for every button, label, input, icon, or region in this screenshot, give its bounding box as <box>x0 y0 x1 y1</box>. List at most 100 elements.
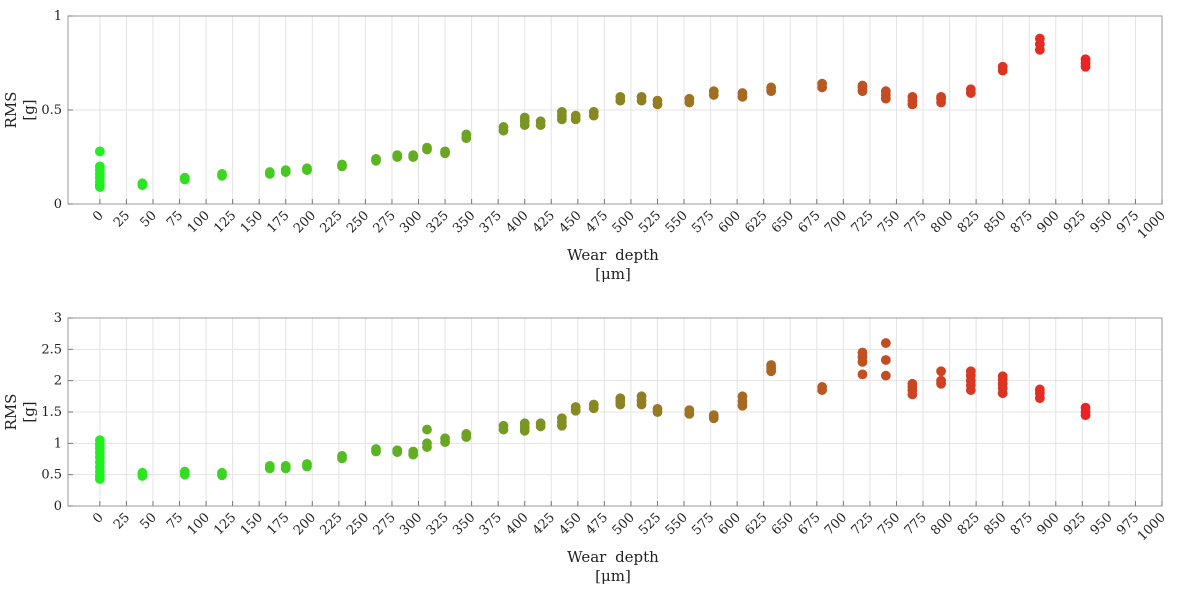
x-tick-label: 525 <box>636 208 664 236</box>
data-point <box>880 86 891 97</box>
x-tick-label: 350 <box>450 208 478 236</box>
y-tick-label: 0 <box>54 197 62 212</box>
y-tick-label: 3 <box>54 311 62 326</box>
data-point <box>588 106 599 117</box>
data-point <box>392 445 403 456</box>
x-tick-label: 625 <box>742 510 770 538</box>
data-point <box>461 129 472 140</box>
x-tick-label: 775 <box>902 510 930 538</box>
data-point <box>302 163 312 174</box>
x-tick-label: 600 <box>716 208 744 236</box>
x-tick-label: 325 <box>424 510 452 538</box>
x-tick-label: 25 <box>111 510 133 532</box>
x-tick-label: 450 <box>556 208 584 236</box>
data-point <box>857 347 868 358</box>
x-tick-label: 250 <box>344 208 372 236</box>
data-point <box>280 165 291 176</box>
x-tick-label: 225 <box>318 208 346 236</box>
x-tick-label: 950 <box>1088 510 1116 538</box>
data-point <box>408 150 419 161</box>
data-point <box>519 418 530 429</box>
x-tick-label: 800 <box>928 208 956 236</box>
data-point <box>652 95 663 106</box>
x-tick-label: 425 <box>530 510 558 538</box>
data-point <box>137 178 148 189</box>
data-point <box>264 167 275 177</box>
x-tick-label: 675 <box>795 510 823 538</box>
x-tick-label: 800 <box>928 510 956 538</box>
data-point <box>570 402 581 412</box>
x-tick-label: 350 <box>450 510 478 538</box>
data-point <box>997 61 1008 72</box>
x-tick-label: 850 <box>981 208 1009 236</box>
data-point <box>737 88 748 98</box>
x-tick-label: 900 <box>1034 510 1062 538</box>
y-tick-label: 0.5 <box>41 468 62 483</box>
x-tick-label: 400 <box>503 510 531 538</box>
x-tick-label: 175 <box>264 510 292 538</box>
data-point <box>588 399 599 410</box>
data-point <box>1034 384 1045 395</box>
data-point <box>907 91 918 102</box>
data-point <box>1080 402 1091 413</box>
data-point <box>179 466 190 477</box>
data-point <box>766 82 777 93</box>
x-tick-label: 275 <box>371 510 399 538</box>
x-tick-label: 200 <box>291 208 319 236</box>
data-point <box>1034 33 1045 44</box>
data-point <box>1080 54 1091 65</box>
x-tick-label: 525 <box>636 510 664 538</box>
x-tick-label: 125 <box>211 208 239 236</box>
y-tick-label: 1.5 <box>41 405 62 420</box>
x-tick-label: 925 <box>1061 510 1089 538</box>
x-tick-label: 75 <box>164 208 186 230</box>
x-tick-label: 950 <box>1088 208 1116 236</box>
data-point <box>408 446 419 457</box>
data-point <box>936 375 946 386</box>
data-point <box>652 403 663 414</box>
y-tick-label: 1 <box>54 436 62 451</box>
data-point <box>217 169 227 179</box>
data-point <box>766 360 777 370</box>
data-point <box>392 150 403 161</box>
data-point <box>737 391 748 402</box>
data-point <box>422 438 432 449</box>
x-tick-label: 200 <box>291 510 319 538</box>
data-point <box>137 467 148 478</box>
data-point <box>817 78 828 89</box>
y-tick-label: 2 <box>54 374 62 389</box>
data-point <box>94 474 105 484</box>
x-tick-label: 600 <box>716 510 744 538</box>
x-tick-label: 475 <box>583 208 611 236</box>
x-tick-label: 250 <box>344 510 372 538</box>
x-tick-label: 150 <box>238 208 266 236</box>
x-tick-label: 725 <box>849 208 877 236</box>
x-tick-label: 825 <box>955 208 983 236</box>
data-point <box>371 153 381 164</box>
x-tick-label: 925 <box>1061 208 1089 236</box>
x-tick-label: 550 <box>663 510 691 538</box>
data-point <box>179 172 190 183</box>
y-axis-label: RMS <box>2 92 20 129</box>
x-tick-label: 150 <box>238 510 266 538</box>
data-point <box>280 460 291 471</box>
data-point <box>857 369 868 380</box>
data-point <box>880 338 891 348</box>
y-axis-unit: [g] <box>20 99 38 120</box>
x-tick-label: 0 <box>90 510 106 526</box>
data-point <box>556 106 567 117</box>
x-tick-label: 700 <box>822 208 850 236</box>
x-tick-label: 25 <box>111 208 133 230</box>
data-point <box>636 91 647 102</box>
data-point <box>615 393 626 404</box>
x-tick-label: 325 <box>424 208 452 236</box>
x-tick-label: 375 <box>477 510 505 538</box>
x-tick-label: 50 <box>137 510 159 532</box>
data-point <box>498 420 509 431</box>
data-point <box>422 424 432 435</box>
data-point <box>965 84 976 95</box>
data-point <box>337 450 347 461</box>
x-tick-label: 100 <box>185 510 213 538</box>
chart-panel-2: 0 25 50 75100125150175200225250275300325350… <box>2 311 1169 585</box>
